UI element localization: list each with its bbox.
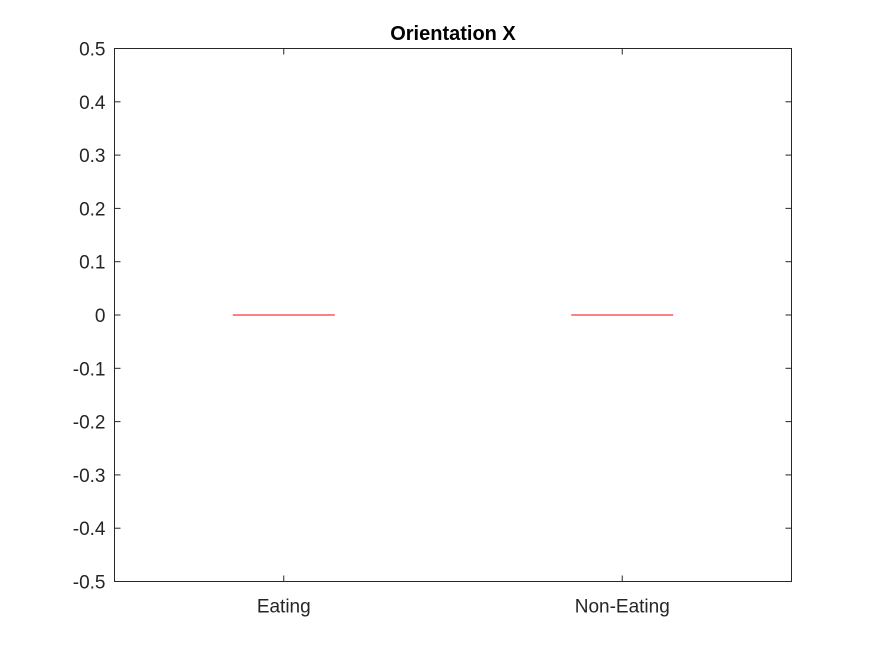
x-tick-label: Eating [257,597,311,618]
y-tick-label: 0.2 [79,199,105,220]
plot-area-frame [114,48,792,582]
y-tick-label: 0.5 [79,40,105,61]
y-tick-label: -0.1 [73,359,106,380]
x-axis: Eating Non-Eating [257,48,670,618]
y-tick-label: 0 [95,306,106,327]
y-tick-label: 0.1 [79,253,105,274]
y-axis: 0.5 0.4 0.3 0.2 0.1 0 -0.1 -0.2 -0.3 -0.4 -0.5 [73,40,792,594]
y-tick-label: -0.5 [73,573,106,594]
y-tick-label: -0.4 [73,519,106,540]
y-tick-label: -0.2 [73,413,106,434]
y-tick-label: -0.3 [73,466,106,487]
chart-title: Orientation X [390,23,516,45]
y-tick-label: 0.4 [79,93,106,114]
y-tick-label: 0.3 [79,146,105,167]
x-tick-label: Non-Eating [575,597,670,618]
